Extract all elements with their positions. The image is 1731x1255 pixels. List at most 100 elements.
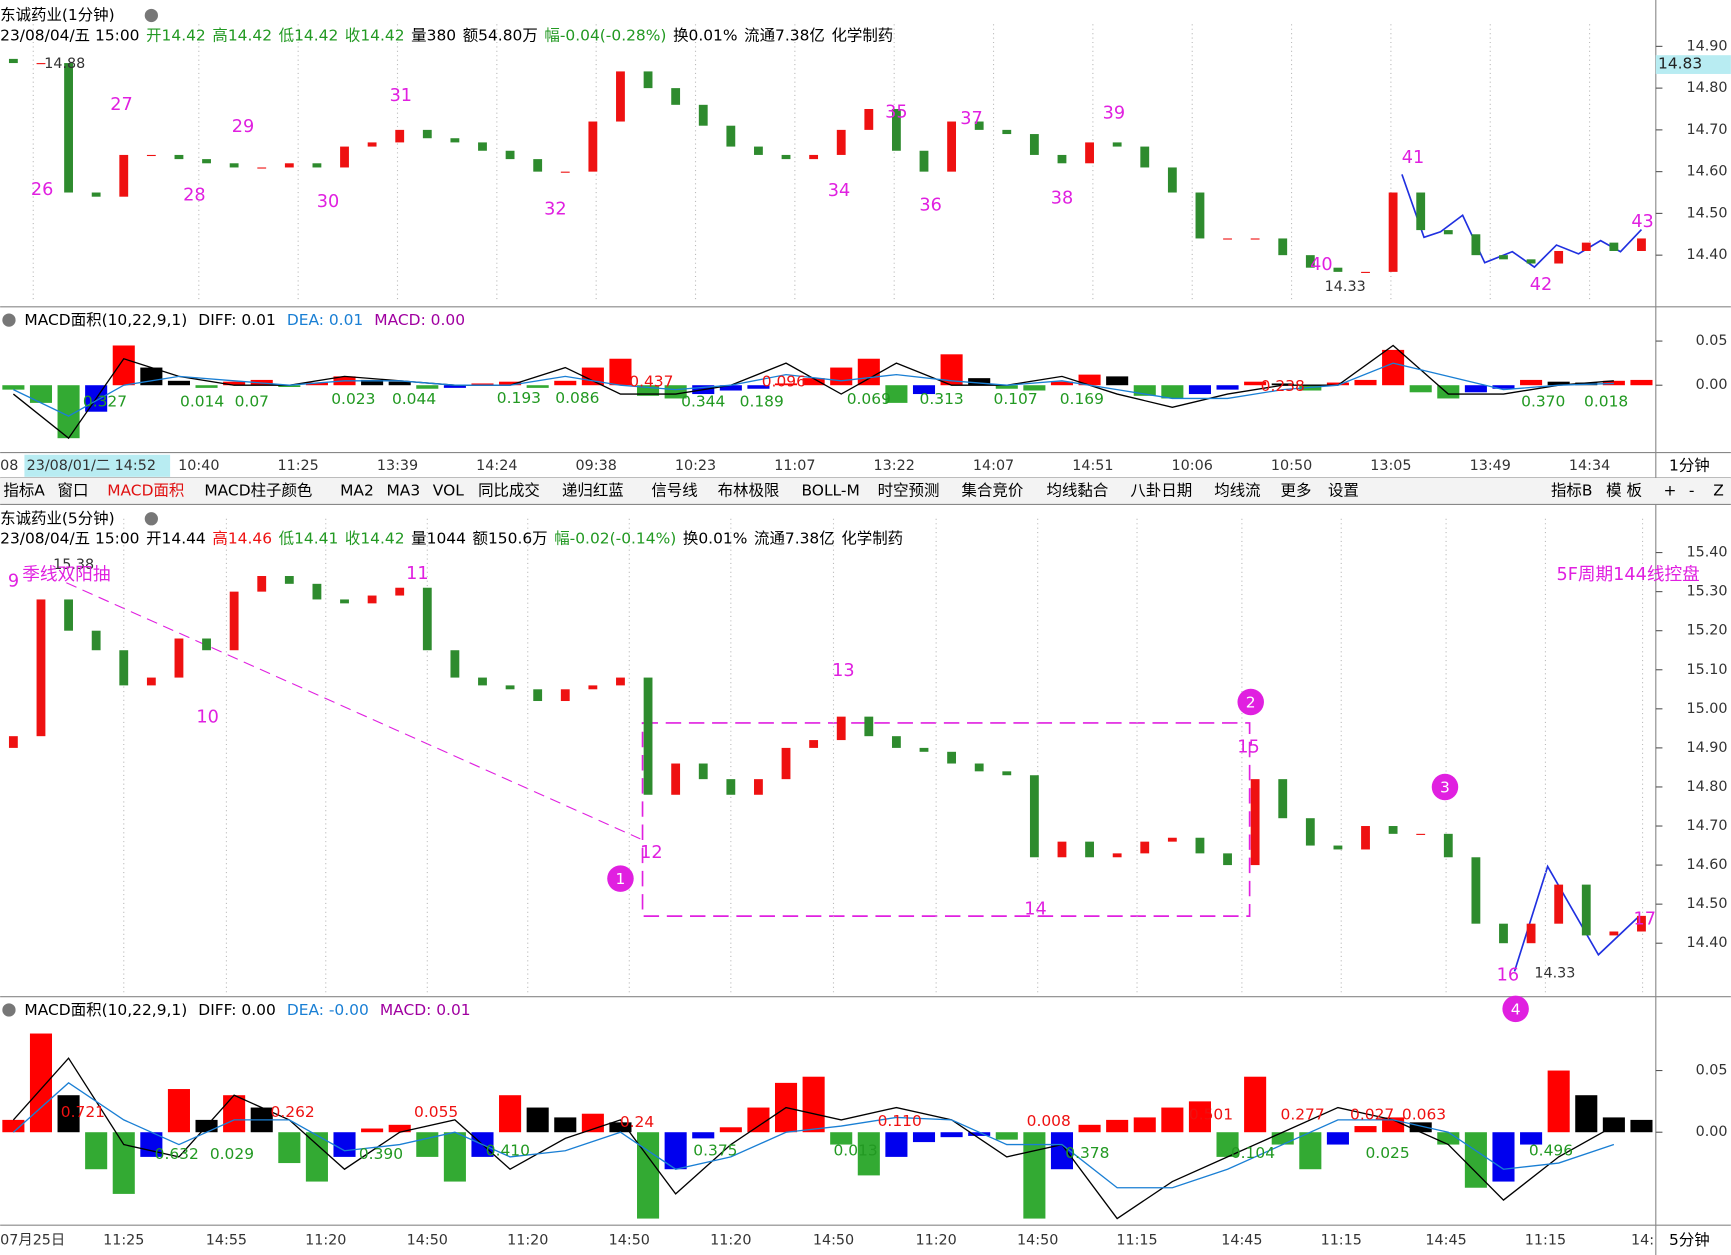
value-label: 0.014 bbox=[180, 392, 224, 410]
annotation: 41 bbox=[1402, 148, 1424, 168]
candle bbox=[422, 587, 432, 651]
candle bbox=[229, 591, 239, 651]
macd-bar bbox=[1271, 1132, 1294, 1145]
toolbar-item[interactable]: MACD面积 bbox=[107, 482, 184, 500]
candle bbox=[1416, 192, 1426, 231]
macd-bar bbox=[57, 1095, 80, 1133]
candle bbox=[450, 650, 460, 678]
candle bbox=[836, 129, 846, 155]
toolbar-item[interactable]: MA3 bbox=[386, 482, 420, 500]
macd-bar bbox=[1354, 1126, 1377, 1133]
x-tick-label: 11:20 bbox=[305, 1233, 346, 1249]
x-tick-label: 11:20 bbox=[710, 1233, 751, 1249]
toolbar-item[interactable]: 同比成交 bbox=[478, 482, 540, 500]
macd-bar bbox=[1078, 1124, 1101, 1133]
macd-bar bbox=[1106, 376, 1129, 386]
value-label: 0.104 bbox=[1231, 1144, 1275, 1162]
toolbar-item[interactable]: 指标B bbox=[1551, 482, 1592, 500]
x-tick-label: 08 bbox=[0, 458, 18, 474]
toolbar-item[interactable]: 更多 bbox=[1281, 482, 1312, 500]
candle bbox=[284, 163, 294, 168]
macd-bar bbox=[223, 1095, 246, 1133]
toolbar bbox=[0, 477, 1731, 505]
candle bbox=[119, 154, 129, 197]
macd-bar bbox=[940, 1132, 963, 1138]
toolbar-item[interactable]: VOL bbox=[433, 482, 464, 500]
x-tick-label: 10:40 bbox=[178, 458, 219, 474]
candle bbox=[422, 129, 432, 139]
toolbar-item[interactable]: 设置 bbox=[1328, 482, 1359, 500]
toolbar-item[interactable]: 集合竞价 bbox=[962, 482, 1024, 500]
marker-circle bbox=[1502, 995, 1529, 1023]
toolbar-item[interactable]: MA2 bbox=[340, 482, 374, 500]
x-tick-label: 14:45 bbox=[1221, 1233, 1262, 1249]
toolbar-item[interactable]: 布林极限 bbox=[718, 482, 780, 500]
macd-bar bbox=[968, 378, 991, 386]
candle bbox=[1223, 853, 1232, 866]
toolbar-item[interactable]: MACD柱子颜色 bbox=[204, 482, 312, 500]
toolbar-item[interactable]: 窗口 bbox=[58, 482, 89, 500]
candle bbox=[174, 638, 184, 678]
macd-bar bbox=[112, 345, 135, 386]
toolbar-item[interactable]: 信号线 bbox=[651, 482, 697, 500]
value-label: 0.501 bbox=[1189, 1105, 1233, 1123]
macd-bar bbox=[802, 1076, 825, 1133]
marker-circle bbox=[1237, 688, 1264, 716]
macd-bar bbox=[830, 367, 853, 386]
header-info-part: 低14.41 bbox=[279, 529, 339, 547]
candle bbox=[119, 650, 129, 686]
x-label-highlight bbox=[24, 454, 171, 477]
x-tick-label: 11:25 bbox=[103, 1233, 144, 1249]
value-label: 0.044 bbox=[392, 390, 436, 408]
macd-bar bbox=[1464, 1132, 1487, 1188]
indicator-value: MACD: 0.00 bbox=[374, 311, 465, 329]
x-tick-label: 14:50 bbox=[407, 1233, 448, 1249]
toolbar-item[interactable]: 模 板 bbox=[1606, 482, 1642, 500]
toolbar-item[interactable]: - bbox=[1689, 482, 1695, 500]
x-tick-label: 23/08/01/二 14:52 bbox=[27, 458, 156, 474]
candle bbox=[1499, 923, 1508, 944]
annotation: 39 bbox=[1103, 104, 1125, 124]
toolbar-item[interactable]: + bbox=[1664, 482, 1677, 500]
macd-bar bbox=[968, 1132, 991, 1136]
toolbar-item[interactable]: Z bbox=[1713, 482, 1724, 500]
candle bbox=[450, 138, 460, 143]
toolbar-item[interactable]: 指标A bbox=[3, 482, 45, 500]
x-tick-label: 13:05 bbox=[1370, 458, 1411, 474]
candle bbox=[1029, 775, 1039, 858]
header-info-part: 化学制药 bbox=[832, 26, 894, 44]
macd-bar bbox=[581, 367, 604, 386]
x-tick-label: 09:38 bbox=[576, 458, 617, 474]
header-info-part: 23/08/04/五 15:00 bbox=[0, 26, 139, 44]
toolbar-item[interactable]: 八卦日期 bbox=[1130, 482, 1192, 500]
candle bbox=[1195, 192, 1205, 239]
toolbar-item[interactable]: 均线流 bbox=[1214, 482, 1260, 500]
candle bbox=[891, 736, 901, 748]
annotation: 29 bbox=[232, 117, 254, 137]
toolbar-item[interactable]: BOLL-M bbox=[801, 482, 859, 500]
macd-bar bbox=[85, 1132, 108, 1170]
y-tick-label: 14.80 bbox=[1687, 779, 1728, 795]
indicator-name: MACD面积(10,22,9,1) bbox=[24, 311, 187, 329]
y-tick-label: 15.10 bbox=[1687, 662, 1728, 678]
macd-bar bbox=[1382, 349, 1405, 386]
header-info-part: 额54.80万 bbox=[463, 26, 538, 44]
value-label: 0.008 bbox=[1027, 1112, 1071, 1130]
macd-bar bbox=[1106, 1119, 1129, 1133]
value-label: 0.013 bbox=[833, 1142, 877, 1160]
candle bbox=[257, 167, 267, 169]
candle bbox=[174, 154, 184, 160]
candle bbox=[1443, 833, 1453, 858]
value-label: 0.344 bbox=[681, 392, 725, 410]
candle bbox=[284, 576, 294, 584]
annotation: 13 bbox=[832, 661, 854, 681]
toolbar-item[interactable]: 时空预测 bbox=[878, 482, 940, 500]
toolbar-item[interactable]: 均线黏合 bbox=[1047, 482, 1109, 500]
candle bbox=[533, 159, 543, 172]
macd-bar bbox=[1078, 374, 1101, 386]
macd-bar bbox=[995, 1132, 1018, 1140]
toolbar-item[interactable]: 递归红蓝 bbox=[562, 482, 624, 500]
macd-bar bbox=[278, 1132, 301, 1164]
marker-label: 1 bbox=[616, 870, 626, 888]
